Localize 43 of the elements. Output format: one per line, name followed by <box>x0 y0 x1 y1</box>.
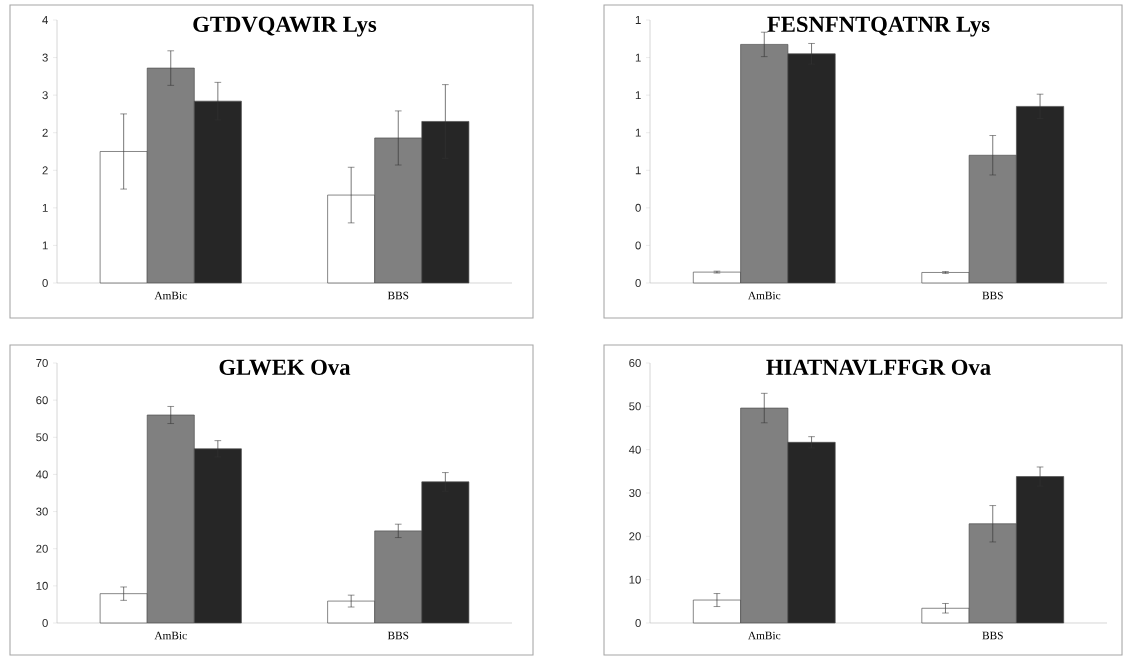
y-tick-label: 0 <box>635 278 641 287</box>
x-tick-label: BBS <box>982 631 1003 640</box>
chart-title: HIATNAVLFFGR Ova <box>766 359 991 376</box>
x-tick-label: AmBic <box>154 291 187 300</box>
y-tick-label: 1 <box>42 203 48 212</box>
x-tick-label: AmBic <box>154 631 187 640</box>
x-tick-label: AmBic <box>747 291 781 300</box>
chart-title: FESNFNTQATNR Lys <box>767 16 990 37</box>
y-tick-label: 1 <box>635 16 641 24</box>
x-tick-label: BBS <box>387 631 409 640</box>
y-tick-label: 70 <box>36 359 48 368</box>
y-tick-label: 0 <box>635 203 641 212</box>
y-tick-label: 20 <box>629 532 641 541</box>
chart-title: GTDVQAWIR Lys <box>193 16 377 37</box>
y-tick-label: 20 <box>36 544 48 553</box>
x-tick-label: AmBic <box>747 631 781 640</box>
y-tick-label: 1 <box>635 53 641 62</box>
y-tick-label: 10 <box>36 581 48 590</box>
chart-title: GLWEK Ova <box>219 359 351 376</box>
y-tick-label: 10 <box>629 575 641 584</box>
y-tick-label: 4 <box>42 16 48 24</box>
y-tick-label: 2 <box>42 128 48 137</box>
y-tick-label: 40 <box>35 470 48 479</box>
x-tick-label: BBS <box>982 291 1003 300</box>
y-tick-label: 1 <box>635 166 641 175</box>
y-tick-label: 0 <box>635 619 641 628</box>
y-tick-label: 30 <box>36 507 48 516</box>
y-tick-label: 30 <box>629 489 641 498</box>
y-tick-label: 1 <box>42 241 48 250</box>
x-tick-label: BBS <box>387 291 409 300</box>
y-tick-label: 50 <box>629 402 641 411</box>
y-tick-label: 0 <box>42 619 48 628</box>
y-tick-label: 0 <box>635 241 641 250</box>
y-tick-label: 3 <box>42 53 48 62</box>
y-tick-label: 2 <box>42 166 48 175</box>
y-tick-label: 1 <box>635 91 641 100</box>
y-tick-label: 1 <box>635 128 641 137</box>
y-tick-label: 0 <box>42 278 48 287</box>
y-tick-label: 60 <box>629 359 641 368</box>
y-tick-label: 50 <box>36 433 48 442</box>
y-tick-label: 3 <box>42 91 48 100</box>
y-tick-label: 60 <box>36 396 48 405</box>
y-tick-label: 40 <box>628 445 641 454</box>
